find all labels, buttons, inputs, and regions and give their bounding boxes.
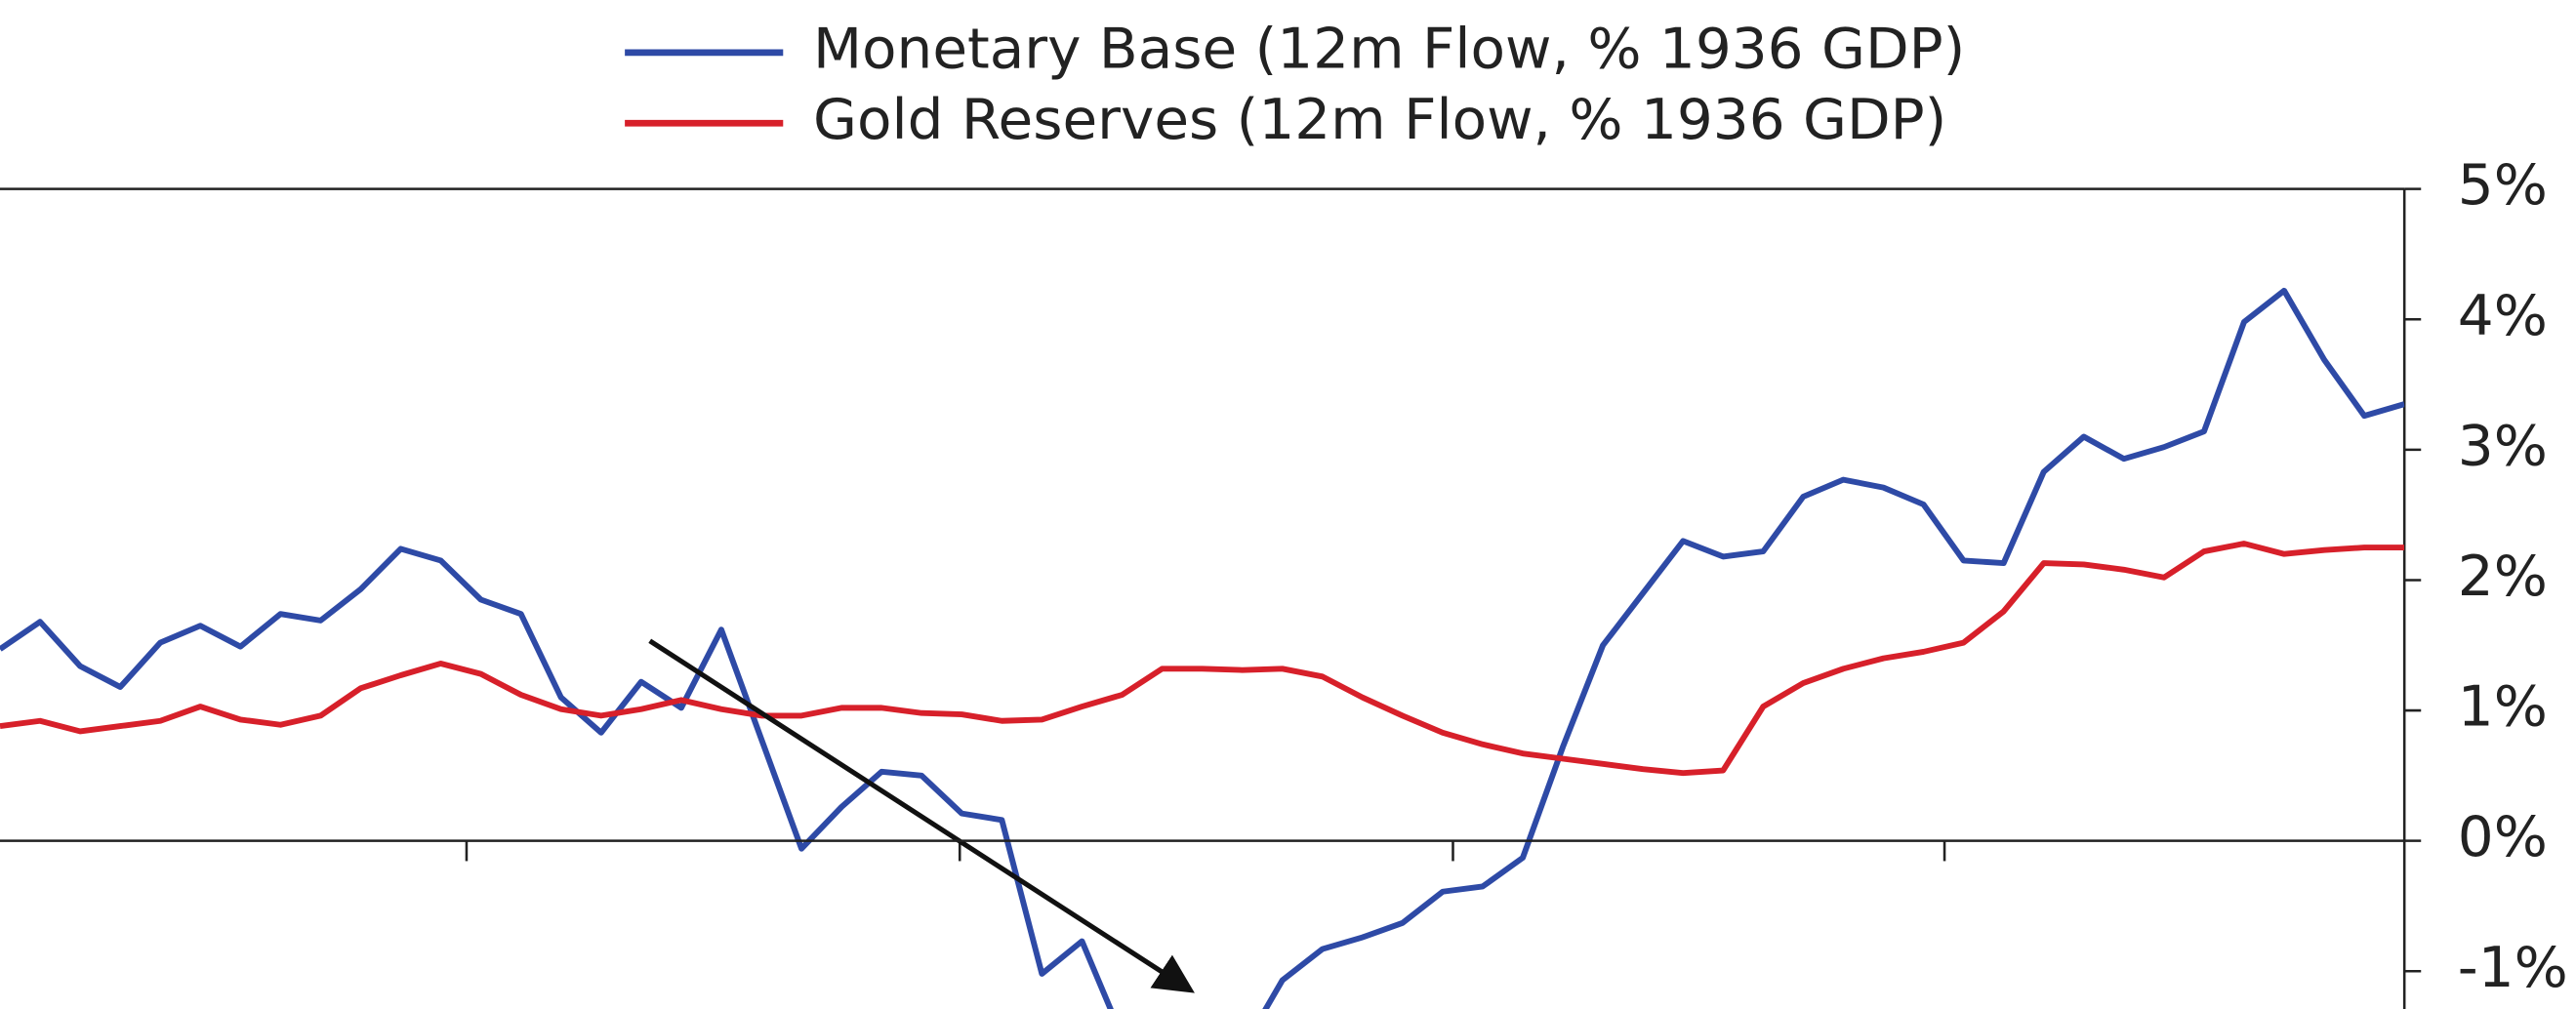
line-series [0,287,2405,1009]
y-tick-label: 4% [2458,282,2548,348]
legend-label: Gold Reserves (12m Flow, % 1936 GDP) [813,86,1946,152]
annotation-arrow [648,638,1195,993]
plot-area [0,287,2405,1009]
legend-label: Monetary Base (12m Flow, % 1936 GDP) [813,16,1965,82]
y-tick-label: -1% [2458,934,2568,1000]
y-tick-label: 1% [2458,673,2548,740]
line-series [0,541,2405,777]
x-tick-marks [465,841,1946,862]
y-tick-label: 2% [2458,543,2548,609]
y-tick-label: 0% [2458,804,2548,870]
legend: Monetary Base (12m Flow, % 1936 GDP)Gold… [625,16,1965,152]
y-tick-label: 3% [2458,413,2548,479]
y-tick-label: 5% [2458,152,2548,219]
